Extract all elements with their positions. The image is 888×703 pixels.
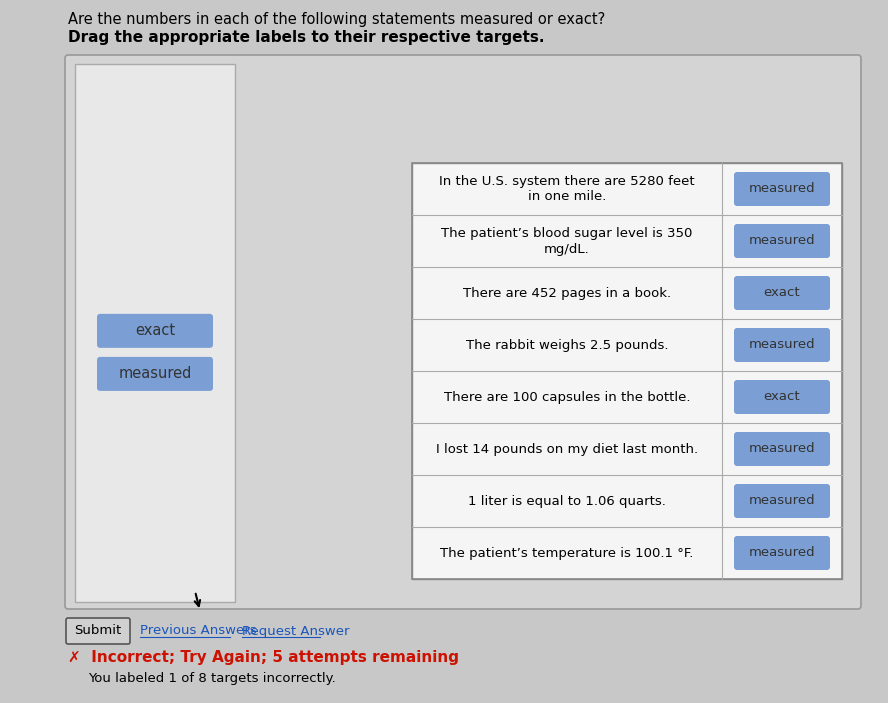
Text: exact: exact — [764, 287, 800, 299]
Bar — [412, 163, 842, 579]
Text: measured: measured — [749, 442, 815, 456]
FancyBboxPatch shape — [97, 314, 213, 348]
Text: There are 100 capsules in the bottle.: There are 100 capsules in the bottle. — [444, 390, 690, 404]
Text: You labeled 1 of 8 targets incorrectly.: You labeled 1 of 8 targets incorrectly. — [88, 672, 336, 685]
Text: measured: measured — [118, 366, 192, 382]
Bar — [75, 64, 235, 602]
FancyBboxPatch shape — [734, 432, 830, 466]
Text: measured: measured — [749, 183, 815, 195]
Text: Are the numbers in each of the following statements measured or exact?: Are the numbers in each of the following… — [68, 12, 606, 27]
FancyBboxPatch shape — [734, 224, 830, 258]
FancyBboxPatch shape — [97, 357, 213, 391]
Text: There are 452 pages in a book.: There are 452 pages in a book. — [463, 287, 671, 299]
FancyBboxPatch shape — [734, 380, 830, 414]
FancyBboxPatch shape — [734, 536, 830, 570]
Text: The patient’s temperature is 100.1 °F.: The patient’s temperature is 100.1 °F. — [440, 546, 694, 560]
FancyBboxPatch shape — [66, 618, 130, 644]
Bar — [412, 163, 842, 579]
Text: measured: measured — [749, 235, 815, 247]
Text: measured: measured — [749, 339, 815, 352]
FancyBboxPatch shape — [734, 276, 830, 310]
FancyBboxPatch shape — [734, 328, 830, 362]
Text: ✗  Incorrect; Try Again; 5 attempts remaining: ✗ Incorrect; Try Again; 5 attempts remai… — [68, 650, 459, 665]
Text: measured: measured — [749, 546, 815, 560]
FancyBboxPatch shape — [65, 55, 861, 609]
Text: The rabbit weighs 2.5 pounds.: The rabbit weighs 2.5 pounds. — [465, 339, 669, 352]
Text: Previous Answers: Previous Answers — [140, 624, 257, 638]
FancyBboxPatch shape — [734, 484, 830, 518]
Text: exact: exact — [135, 323, 175, 338]
Text: measured: measured — [749, 494, 815, 508]
Text: Submit: Submit — [75, 624, 122, 638]
Text: 1 liter is equal to 1.06 quarts.: 1 liter is equal to 1.06 quarts. — [468, 494, 666, 508]
FancyBboxPatch shape — [734, 172, 830, 206]
Text: The patient’s blood sugar level is 350
mg/dL.: The patient’s blood sugar level is 350 m… — [441, 226, 693, 255]
Text: Drag the appropriate labels to their respective targets.: Drag the appropriate labels to their res… — [68, 30, 544, 45]
Text: Request Answer: Request Answer — [242, 624, 349, 638]
Text: In the U.S. system there are 5280 feet
in one mile.: In the U.S. system there are 5280 feet i… — [440, 174, 694, 203]
Text: I lost 14 pounds on my diet last month.: I lost 14 pounds on my diet last month. — [436, 442, 698, 456]
Text: exact: exact — [764, 390, 800, 404]
